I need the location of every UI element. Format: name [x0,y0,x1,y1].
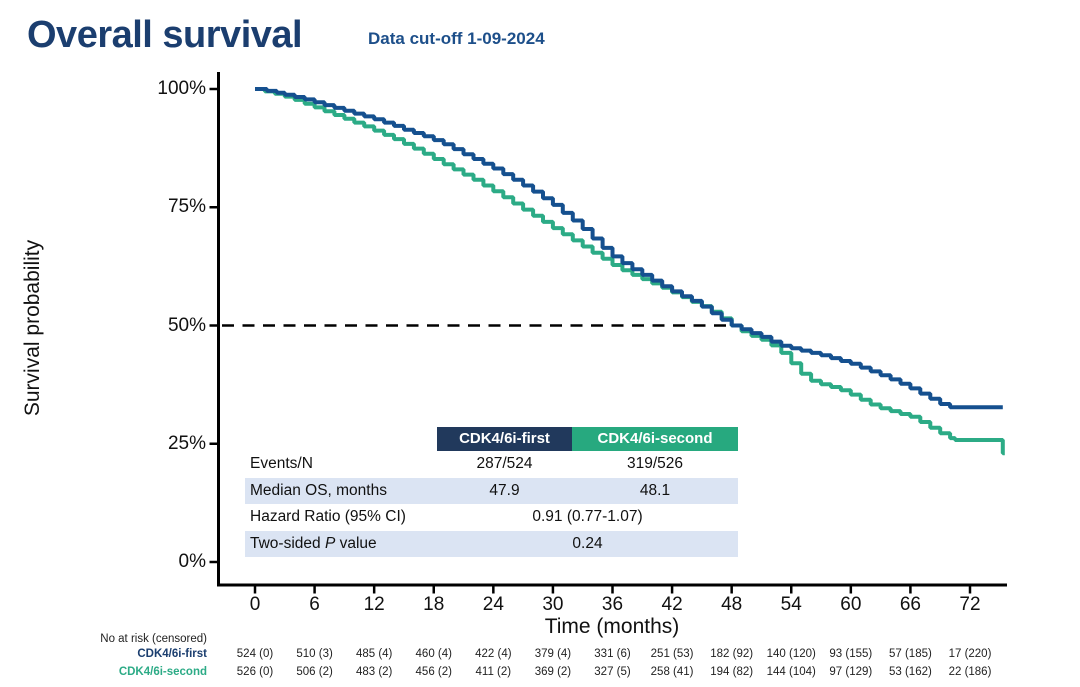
hazard-label: Hazard Ratio (95% CI) [250,508,406,526]
risk-table-caption: No at risk (censored) [100,633,207,645]
page-title: Overall survival [27,14,303,56]
km-curve-cdk4-6i-second [255,87,1005,456]
median-first-value: 47.9 [489,481,520,499]
risk-count-cell: 57 (185) [888,648,932,660]
risk-row-label-first: CDK4/6i-first [137,648,207,660]
x-tick-label: 12 [363,594,385,615]
x-tick-label: 6 [309,594,320,615]
risk-row-label-second: CDK4/6i-second [118,666,207,678]
events-second-value: 319/526 [626,455,684,473]
risk-count-cell: 97 (129) [829,666,873,678]
pvalue-value: 0.24 [572,534,603,552]
x-tick-label: 66 [899,594,921,615]
risk-count-cell: 526 (0) [236,666,274,678]
risk-count-cell: 456 (2) [415,666,452,678]
x-tick-label: 72 [959,594,981,615]
y-axis-title: Survival probability [21,239,44,417]
stats-table: CDK4/6i-first CDK4/6i-second Events/N 28… [245,427,738,557]
risk-count-cell: 251 (53) [650,648,694,660]
risk-count-cell: 53 (162) [888,666,932,678]
risk-count-cell: 258 (41) [650,666,694,678]
x-axis-title: Time (months) [544,615,680,638]
events-label: Events/N [250,455,313,473]
x-tick-label: 0 [249,594,261,615]
risk-count-cell: 379 (4) [534,648,572,660]
x-tick-label: 24 [482,594,504,615]
x-tick-label: 54 [780,594,802,615]
risk-count-cell: 506 (2) [296,666,333,678]
stats-row-events: Events/N 287/524 319/526 [245,451,738,478]
y-tick-label: 0% [178,551,206,572]
stats-row-hazard: Hazard Ratio (95% CI) 0.91 (0.77-1.07) [245,504,738,531]
stats-row-median: Median OS, months 47.9 48.1 [245,477,738,504]
risk-count-cell: 327 (5) [594,666,631,678]
pvalue-label: Two-sided P value [250,534,377,552]
x-tick-label: 60 [840,594,862,615]
km-curve-cdk4-6i-first [255,87,1003,410]
events-first-value: 287/524 [476,455,533,473]
risk-count-cell: 93 (155) [829,648,873,660]
median-second-value: 48.1 [639,481,671,499]
stats-row-pvalue: Two-sided P value 0.24 [245,530,738,557]
stats-table-header: CDK4/6i-first CDK4/6i-second [437,427,738,451]
x-tick-label: 18 [423,594,445,615]
risk-count-cell: 194 (82) [710,666,754,678]
risk-count-cell: 483 (2) [355,666,393,678]
risk-count-cell: 411 (2) [475,666,512,678]
header-cdk46i-first: CDK4/6i-first [437,427,572,451]
risk-count-cell: 22 (186) [948,666,992,678]
y-tick-label: 75% [167,196,206,218]
x-tick-label: 30 [542,594,564,615]
hazard-value: 0.91 (0.77-1.07) [532,508,643,526]
y-tick-label: 100% [157,78,206,99]
risk-count-cell: 140 (120) [766,648,816,660]
risk-count-cell: 144 (104) [766,666,816,678]
x-tick-label: 48 [721,594,743,615]
risk-count-cell: 182 (92) [710,648,754,660]
x-tick-label: 36 [601,594,624,615]
median-label: Median OS, months [250,481,387,499]
y-tick-label: 25% [167,432,206,454]
risk-count-cell: 422 (4) [475,648,512,660]
data-cutoff-subtitle: Data cut-off 1-09-2024 [368,29,545,48]
risk-count-cell: 369 (2) [534,666,572,678]
risk-count-cell: 460 (4) [415,648,452,660]
y-tick-label: 50% [167,314,206,336]
risk-count-cell: 331 (6) [594,648,631,660]
risk-count-cell: 17 (220) [948,648,992,660]
risk-count-cell: 524 (0) [236,648,274,660]
header-cdk46i-second: CDK4/6i-second [572,427,738,451]
risk-count-cell: 510 (3) [296,648,333,660]
risk-count-cell: 485 (4) [355,648,393,660]
x-tick-label: 42 [661,594,683,615]
